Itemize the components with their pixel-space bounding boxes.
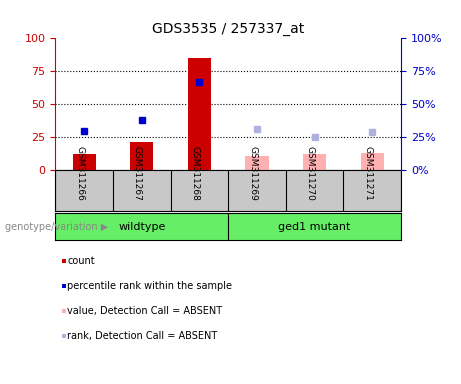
Bar xyxy=(130,142,153,170)
Text: GSM311268: GSM311268 xyxy=(190,146,199,201)
Bar xyxy=(245,156,268,170)
Text: GSM311271: GSM311271 xyxy=(363,146,372,201)
Bar xyxy=(361,153,384,170)
Text: GSM311269: GSM311269 xyxy=(248,146,257,201)
Bar xyxy=(72,154,95,170)
Text: genotype/variation ▶: genotype/variation ▶ xyxy=(5,222,108,232)
Text: rank, Detection Call = ABSENT: rank, Detection Call = ABSENT xyxy=(67,331,218,341)
Text: GSM311266: GSM311266 xyxy=(75,146,84,201)
Text: percentile rank within the sample: percentile rank within the sample xyxy=(67,281,232,291)
Bar xyxy=(188,58,211,170)
Text: GSM311267: GSM311267 xyxy=(133,146,142,201)
Bar xyxy=(303,154,326,170)
Text: count: count xyxy=(67,256,95,266)
Text: wildtype: wildtype xyxy=(118,222,165,232)
Text: GSM311270: GSM311270 xyxy=(306,146,314,201)
Text: ged1 mutant: ged1 mutant xyxy=(278,222,351,232)
Title: GDS3535 / 257337_at: GDS3535 / 257337_at xyxy=(152,22,304,36)
Text: value, Detection Call = ABSENT: value, Detection Call = ABSENT xyxy=(67,306,222,316)
